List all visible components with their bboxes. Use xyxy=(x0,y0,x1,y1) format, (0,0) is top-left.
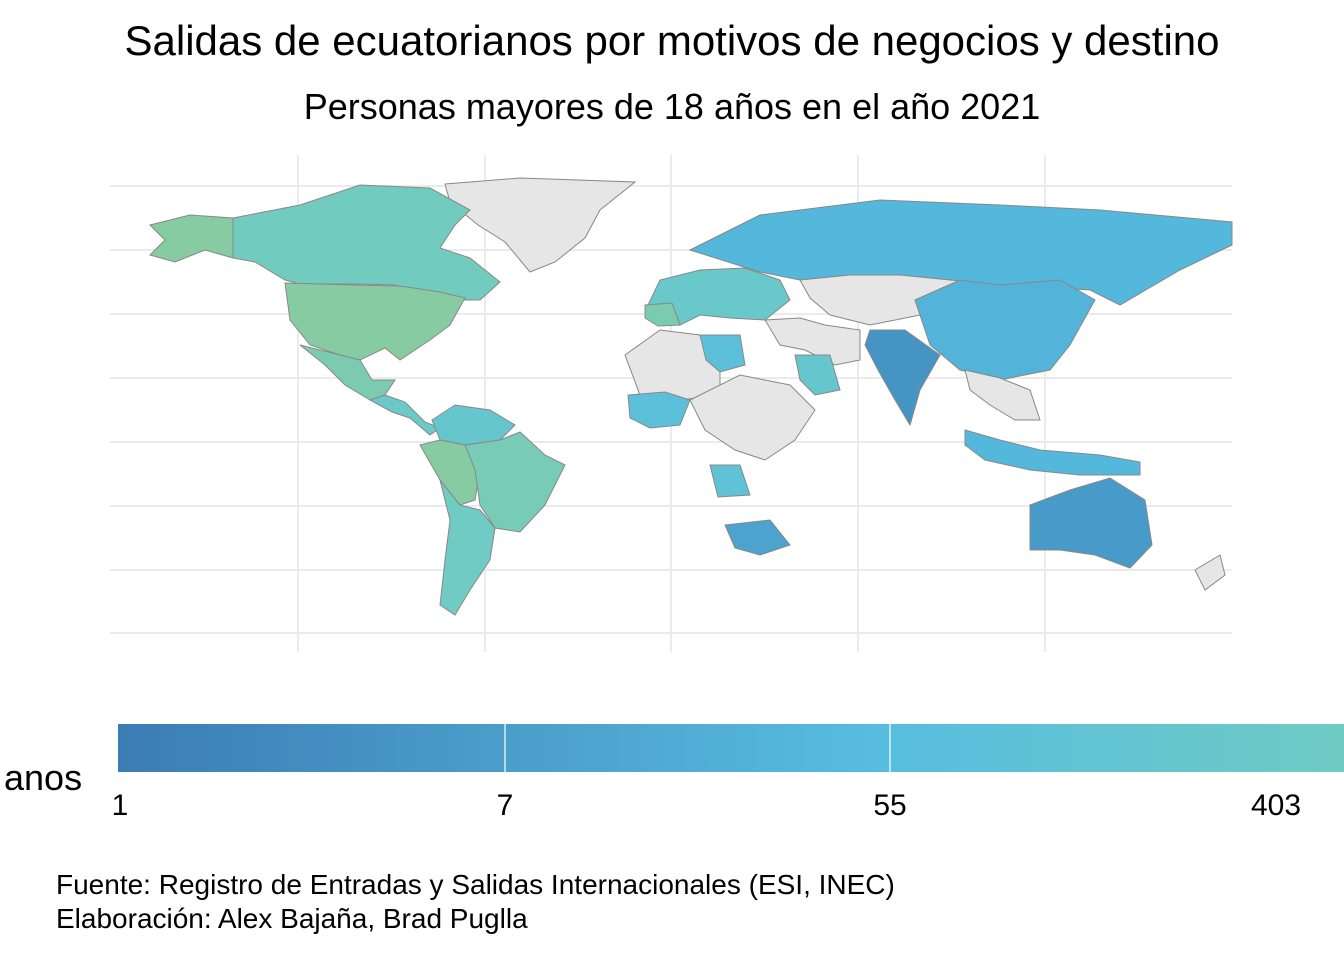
chart-subtitle: Personas mayores de 18 años en el año 20… xyxy=(303,86,1041,127)
legend-label-7: 7 xyxy=(496,789,514,822)
region-india xyxy=(864,329,941,427)
region-spain xyxy=(644,302,681,327)
region-greenland xyxy=(444,177,637,273)
legend-title: anos xyxy=(4,757,83,798)
region-canada xyxy=(232,184,501,301)
legend-label-55: 55 xyxy=(873,789,907,822)
region-indonesia xyxy=(964,429,1141,476)
region-new-zealand xyxy=(1194,554,1226,591)
region-middle-east xyxy=(764,317,861,366)
region-central-america xyxy=(368,394,442,436)
region-southern-cone xyxy=(439,479,496,616)
legend-label-1: 1 xyxy=(111,789,129,822)
region-saudi-arabia xyxy=(794,354,841,396)
caption-author: Elaboración: Alex Bajaña, Brad Puglla xyxy=(56,903,528,934)
chart-title: Salidas de ecuatorianos por motivos de n… xyxy=(124,17,1220,64)
legend-tick-mark xyxy=(889,724,891,772)
region-brazil xyxy=(464,431,566,533)
region-south-africa xyxy=(724,519,791,556)
region-alaska xyxy=(149,214,234,263)
region-libya xyxy=(699,334,746,373)
region-angola xyxy=(709,464,751,498)
map-regions xyxy=(149,177,1233,616)
legend-label-403: 403 xyxy=(1250,789,1302,822)
region-china xyxy=(914,279,1096,381)
region-central-africa xyxy=(689,374,816,461)
world-map xyxy=(110,155,1233,652)
caption-source: Fuente: Registro de Entradas y Salidas I… xyxy=(56,869,895,900)
region-southeast-asia xyxy=(964,369,1041,421)
region-usa xyxy=(284,282,466,361)
region-mexico xyxy=(299,344,396,401)
region-western-europe xyxy=(647,267,791,326)
legend-tick-mark xyxy=(504,724,506,772)
region-australia xyxy=(1029,477,1153,569)
legend-colorbar xyxy=(118,724,1344,772)
region-west-africa xyxy=(627,391,691,429)
